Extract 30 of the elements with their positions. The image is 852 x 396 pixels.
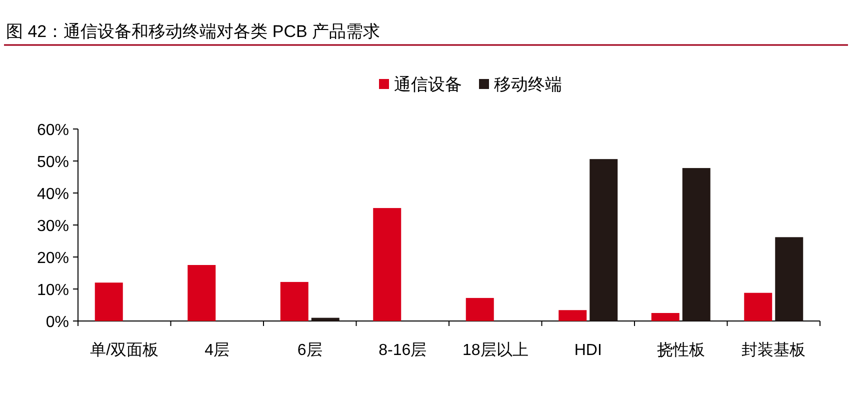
bar [94,282,123,321]
x-tick-label: 18层以上 [462,341,528,359]
x-tick-label: 6层 [297,342,322,359]
bar [188,265,216,321]
bar [682,168,710,321]
bar [744,292,772,321]
bar [280,282,308,321]
y-tick-label: 20% [36,250,69,267]
y-tick-label: 50% [36,154,69,171]
y-tick-label: 60% [36,122,69,139]
x-tick-label: 挠性板 [656,341,705,359]
bar [651,313,680,321]
y-tick-label: 40% [36,186,69,203]
x-tick-label: 4层 [204,342,230,359]
legend-label: 通信设备 [394,75,462,94]
bar [590,159,618,321]
bar [466,298,494,321]
chart-title: 图 42：通信设备和移动终端对各类 PCB 产品需求 [6,22,380,41]
y-tick-label: 0% [46,314,69,331]
x-tick-label: 8-16层 [378,342,427,359]
y-tick-label: 30% [36,218,69,235]
y-tick-label: 10% [36,282,69,299]
bar [558,310,587,321]
legend-label: 移动终端 [494,75,562,94]
bar [311,318,340,321]
x-tick-label: 单/双面板 [90,341,159,359]
x-tick-label: 封装基板 [742,341,806,359]
bar [373,208,402,321]
bar [775,237,804,321]
x-tick-label: HDI [574,342,602,359]
